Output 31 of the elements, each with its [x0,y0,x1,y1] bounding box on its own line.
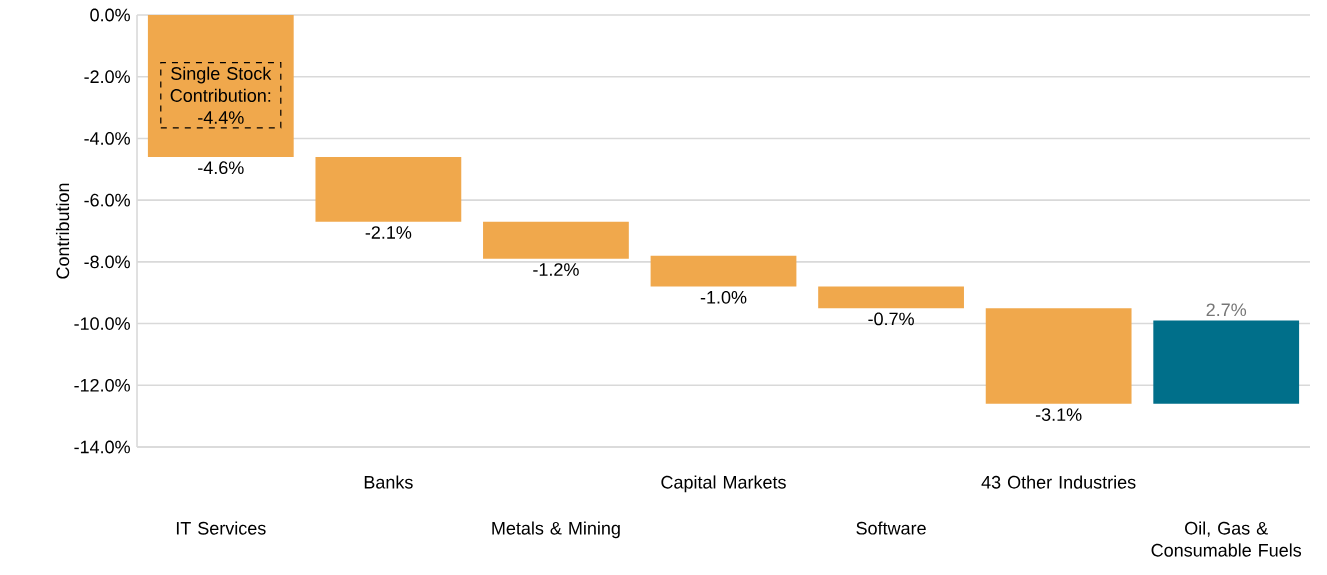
x-tick-label: Oil, Gas & Consumable Fuels [1151,521,1302,557]
data-label: -4.6% [198,161,244,175]
y-tick-label: -6.0% [84,193,130,207]
data-label: -2.1% [365,226,412,239]
data-label: -1.0% [700,290,747,304]
y-tick-label: -10.0% [74,317,130,330]
y-axis-title: Contribution [55,183,70,279]
x-tick-label: 43 Other Industries [981,475,1136,489]
x-tick-label: IT Services [176,521,266,535]
y-tick-label: -2.0% [84,70,130,84]
bar [818,286,964,309]
x-tick-label: Metals & Mining [492,521,620,539]
bar [315,156,462,222]
bar [1153,320,1300,404]
x-tick-label: Banks [364,475,413,489]
x-tick-label: Software [856,521,926,535]
bar [483,221,629,259]
annotation: Single Stock Contribution: -4.4% [170,66,272,124]
bar [650,255,797,287]
bar [147,15,294,157]
y-tick-label: -8.0% [84,255,130,269]
y-tick-label: -12.0% [74,378,130,392]
data-label: -1.2% [533,263,579,276]
x-tick-label: Capital Markets [661,475,786,493]
y-tick-label: 0.0% [90,8,130,22]
data-label: -3.1% [1035,408,1082,421]
data-label: -0.7% [868,312,914,326]
y-tick-label: -14.0% [74,440,130,454]
bar [985,308,1132,404]
data-label: 2.7% [1206,303,1247,317]
y-tick-label: -4.0% [84,132,130,145]
